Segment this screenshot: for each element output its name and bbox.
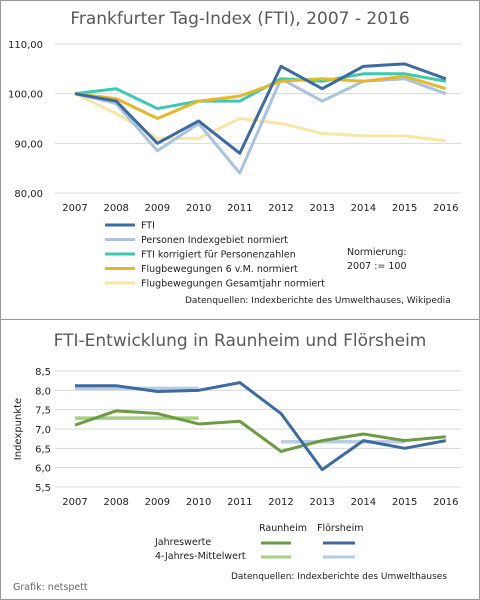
chart1-x-tick-label: 2008 bbox=[103, 203, 128, 214]
chart2-series-line bbox=[74, 409, 446, 453]
chart2-x-tick-label: 2012 bbox=[268, 497, 293, 508]
chart2-x-tick-label: 2016 bbox=[433, 497, 458, 508]
legend2-col-raunheim: Raunheim bbox=[259, 523, 308, 534]
chart1-x-tick-label: 2010 bbox=[186, 203, 211, 214]
chart1-legend-label: Flugbewegungen Gesamtjahr normiert bbox=[141, 279, 325, 290]
chart1-y-tick-label: 100,00 bbox=[8, 90, 43, 101]
chart1-x-tick-label: 2009 bbox=[145, 203, 170, 214]
chart2-x-tick-label: 2015 bbox=[392, 497, 417, 508]
chart1-source: Datenquellen: Indexberichte des Umweltha… bbox=[185, 296, 451, 306]
chart1-x-tick-label: 2015 bbox=[392, 203, 417, 214]
chart2-x-tick-label: 2011 bbox=[227, 497, 252, 508]
chart1-series-line bbox=[74, 62, 447, 155]
chart1-series-line bbox=[74, 74, 447, 120]
chart2-title: FTI-Entwicklung in Raunheim und Flörshei… bbox=[53, 331, 427, 351]
chart2-x-tick-label: 2008 bbox=[103, 497, 128, 508]
chart2-y-axis-label: Indexpunkte bbox=[13, 398, 24, 460]
legend2-row-mittelwert: 4-Jahres-Mittelwert bbox=[155, 551, 246, 562]
chart1-x-tick-label: 2011 bbox=[227, 203, 252, 214]
chart1-legend-label: Flugbewegungen 6 v.M. normiert bbox=[141, 264, 298, 275]
chart2-y-tick-label: 5,5 bbox=[35, 483, 51, 494]
chart1-note-title: Normierung: bbox=[347, 247, 407, 258]
chart1-x-tick-label: 2016 bbox=[433, 203, 458, 214]
chart1-x-tick-label: 2014 bbox=[351, 203, 376, 214]
chart1-plot: 80,00 90,00 100,00 110,00 2007 2008 2009 2010 20… bbox=[8, 40, 461, 290]
legend2-row-jahreswerte: Jahreswerte bbox=[155, 537, 212, 548]
chart1-note-value: 2007 := 100 bbox=[347, 261, 407, 272]
chart2-source: Datenquellen: Indexberichte des Umweltha… bbox=[231, 572, 448, 582]
chart1-legend-label: FTI korrigiert für Personenzahlen bbox=[141, 250, 296, 261]
section-divider bbox=[1, 319, 479, 320]
chart1-y-tick-label: 110,00 bbox=[8, 40, 43, 51]
chart2-y-tick-label: 8,0 bbox=[35, 386, 51, 397]
chart1-x-tick-label: 2013 bbox=[309, 203, 334, 214]
chart1-legend-label: FTI bbox=[141, 221, 155, 232]
chart1-y-tick-label: 90,00 bbox=[14, 139, 43, 150]
legend2-col-floersheim: Flörsheim bbox=[317, 523, 364, 534]
chart1-legend-label: Personen Indexgebiet normiert bbox=[141, 235, 288, 246]
chart2-y-tick-label: 6,0 bbox=[35, 464, 51, 475]
chart2-series-line bbox=[75, 381, 447, 472]
chart1-title: Frankfurter Tag-Index (FTI), 2007 - 2016 bbox=[70, 9, 410, 29]
chart1-x-tick-label: 2012 bbox=[268, 203, 293, 214]
chart2-x-tick-label: 2010 bbox=[186, 497, 211, 508]
chart2-y-tick-label: 7,5 bbox=[35, 406, 51, 417]
credit: Grafik: netspett bbox=[13, 582, 88, 593]
chart2-x-tick-label: 2007 bbox=[62, 497, 87, 508]
chart2-y-tick-label: 6,5 bbox=[35, 444, 51, 455]
chart1-y-tick-label: 80,00 bbox=[14, 189, 43, 200]
chart1-x-tick-label: 2007 bbox=[62, 203, 87, 214]
chart2-y-tick-label: 7,0 bbox=[35, 425, 51, 436]
chart2-x-tick-label: 2009 bbox=[145, 497, 170, 508]
chart2-x-tick-label: 2014 bbox=[351, 497, 376, 508]
chart2-y-tick-label: 8,5 bbox=[35, 367, 51, 378]
chart2-x-tick-label: 2013 bbox=[309, 497, 334, 508]
